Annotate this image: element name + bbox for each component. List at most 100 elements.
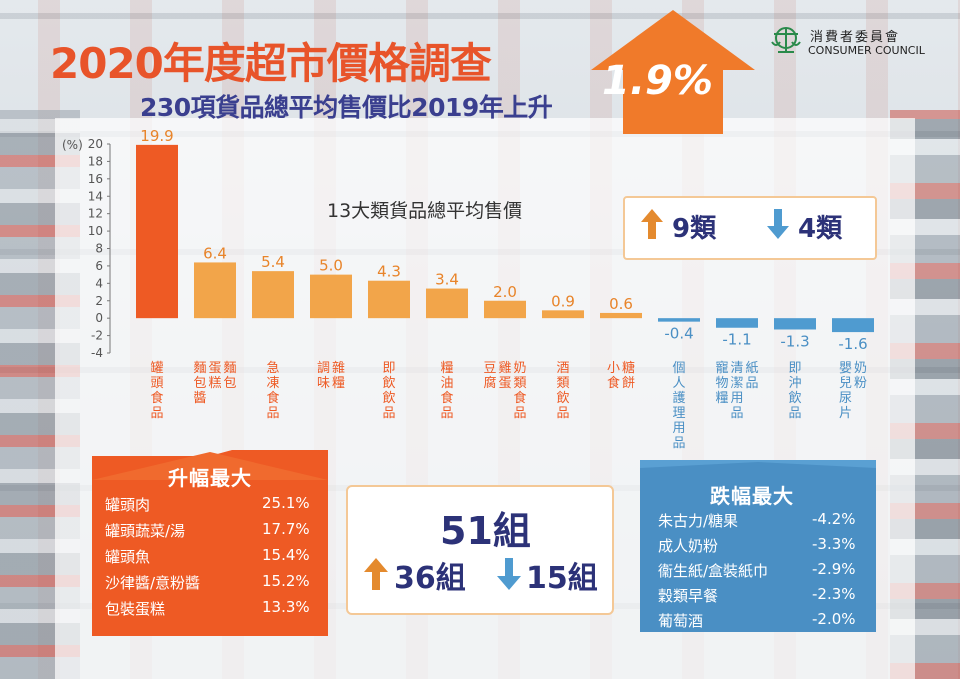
value-label: 19.9: [140, 127, 173, 145]
decrease-item-value: -2.0%: [812, 610, 856, 628]
category-label: 糧油食品: [440, 361, 453, 421]
up-arrow-icon: [641, 209, 663, 239]
decrease-item-value: -2.9%: [812, 560, 856, 578]
value-label: 5.4: [261, 253, 285, 271]
category-label: 即飲飲品: [382, 361, 395, 421]
up-arrow-small-shape: [641, 209, 663, 239]
bar: [310, 274, 352, 319]
decrease-item-name: 穀類早餐: [658, 587, 719, 605]
bars: [136, 144, 874, 333]
category-label: 麵包醬: [193, 361, 206, 406]
y-tick-label: 6: [95, 259, 103, 273]
largest-increase-bg: [92, 450, 328, 636]
bar: [600, 312, 642, 319]
y-tick-label: 18: [88, 154, 103, 168]
category-label: 罐頭食品: [150, 361, 163, 421]
increase-item-value: 15.4%: [262, 546, 310, 564]
y-tick-label: 0: [95, 311, 103, 325]
value-label: -1.3: [780, 332, 809, 350]
bar: [658, 318, 700, 322]
y-tick-label: 4: [95, 276, 103, 290]
largest-increase-panel: [92, 450, 328, 636]
y-tick-label: -2: [91, 329, 103, 343]
increase-item-value: 17.7%: [262, 520, 310, 538]
bar: [716, 318, 758, 328]
y-tick-label: 12: [88, 207, 103, 221]
category-label: 寵物糧: [715, 360, 728, 406]
groups-up-arrow-shape: [364, 558, 388, 590]
categories-up-count: 9類: [672, 214, 717, 244]
value-label: 2.0: [493, 283, 517, 301]
logo-name-en: CONSUMER COUNCIL: [808, 44, 925, 57]
up-arrow-icon: [364, 558, 388, 590]
increase-item-value: 15.2%: [262, 572, 310, 590]
categories-down-count: 4類: [798, 214, 843, 244]
category-label: 紙品: [745, 361, 758, 391]
category-label: 個人護理用品: [672, 361, 685, 451]
y-tick-label: 8: [95, 242, 103, 256]
down-arrow-small-shape: [767, 209, 789, 239]
bar: [484, 300, 526, 319]
category-label: 調味: [317, 361, 330, 391]
category-label: 酒類飲品: [556, 361, 569, 421]
groups-total: 51組: [440, 509, 531, 553]
increase-item-value: 13.3%: [262, 598, 310, 616]
logo-name-zh: 消費者委員會: [810, 30, 901, 45]
category-label: 清潔用品: [730, 361, 743, 421]
largest-increase-title: 升幅最大: [168, 466, 252, 490]
value-label: -1.6: [838, 335, 867, 353]
decrease-item-name: 衞生紙/盒裝紙巾: [658, 562, 769, 580]
value-label: 3.4: [435, 271, 459, 289]
up-arrow-shape: [591, 10, 755, 134]
groups-down-count: 15組: [526, 561, 598, 596]
logo-mark-pans: [771, 41, 801, 46]
category-label: 急凍食品: [266, 361, 279, 421]
value-label: 0.6: [609, 295, 633, 313]
groups-summary-box: [346, 485, 614, 615]
largest-increase-roof: [92, 452, 328, 480]
value-label: -1.1: [722, 331, 751, 349]
category-label: 小食: [607, 361, 620, 391]
bar: [252, 271, 294, 319]
largest-decrease-roof: [640, 460, 876, 468]
bar: [368, 280, 410, 319]
largest-decrease-title: 跌幅最大: [710, 484, 794, 508]
y-axis-label: (%): [62, 138, 83, 152]
groups-up-count: 36組: [394, 561, 466, 596]
bar: [832, 318, 874, 333]
groups-down-arrow-shape: [497, 558, 521, 590]
bar: [194, 262, 236, 319]
value-label: 0.9: [551, 292, 575, 310]
category-label: 雞蛋: [498, 361, 511, 391]
headline-change: 1.9%: [602, 58, 713, 104]
category-label: 奶類食品: [513, 361, 526, 421]
value-label: -0.4: [664, 325, 693, 343]
decrease-item-value: -3.3%: [812, 535, 856, 553]
increase-item-value: 25.1%: [262, 494, 310, 512]
category-label: 奶粉: [854, 361, 867, 391]
value-label: 5.0: [319, 257, 343, 275]
bar: [426, 288, 468, 319]
down-arrow-icon: [497, 558, 521, 590]
increase-item-name: 沙律醬/意粉醬: [105, 574, 201, 592]
bar: [136, 144, 178, 319]
consumer-council-logo: [771, 27, 801, 53]
decrease-item-value: -2.3%: [812, 585, 856, 603]
page-title: 2020年度超市價格調查: [50, 39, 492, 88]
logo-mark-scale: [774, 28, 798, 53]
value-labels: 19.9 6.4 5.4 5.0 4.3 3.4 2.0 0.9 0.6 -0.4 -1.1 -1.3…: [140, 127, 867, 353]
y-tick-label: 14: [88, 189, 103, 203]
category-label: 即沖飲品: [788, 361, 801, 421]
category-label: 糖餅: [622, 360, 635, 391]
bar: [542, 310, 584, 319]
down-arrow-icon: [767, 209, 789, 239]
decrease-item-value: -4.2%: [812, 510, 856, 528]
y-tick-label: 20: [88, 137, 103, 151]
increase-item-name: 罐頭蔬菜/湯: [105, 522, 186, 540]
increase-item-name: 罐頭肉: [105, 496, 151, 514]
y-tick-label: 16: [88, 172, 103, 186]
largest-decrease-panel: [640, 460, 876, 632]
category-label: 豆腐: [483, 361, 496, 391]
y-tick-label: 10: [88, 224, 103, 238]
